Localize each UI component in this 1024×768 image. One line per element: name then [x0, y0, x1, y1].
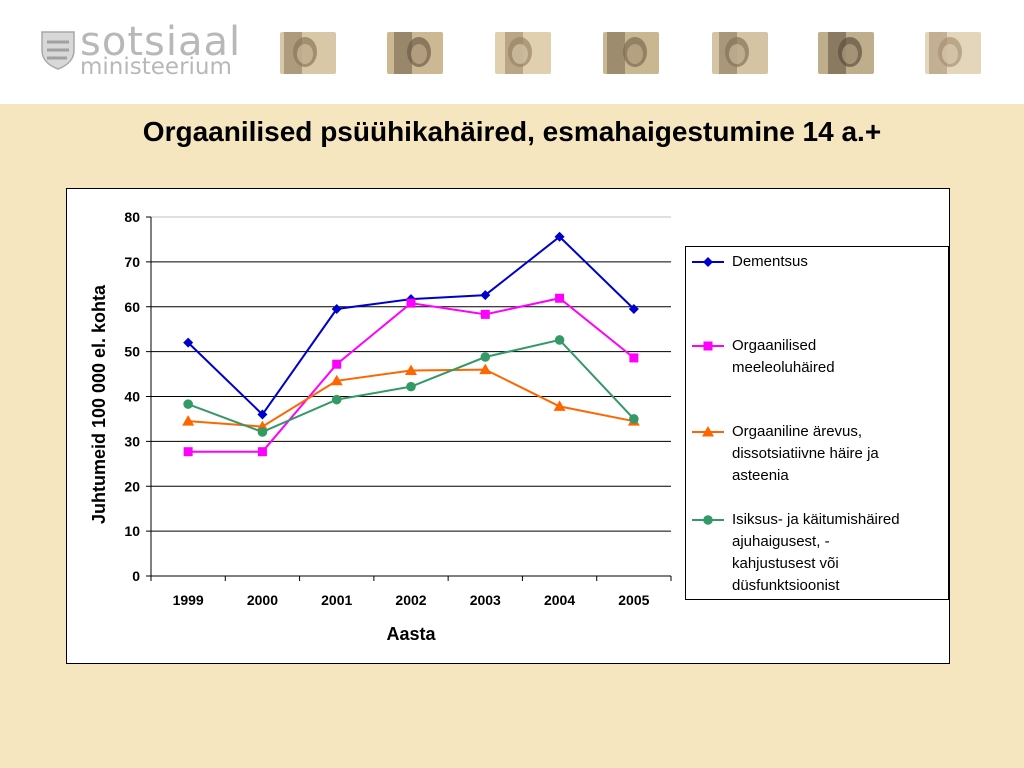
legend-label-line: meeleoluhäired: [732, 359, 835, 376]
logo-word-ministeerium: ministeerium: [80, 54, 232, 80]
x-axis-label: Aasta: [386, 624, 436, 644]
data-point-series-4: [331, 394, 342, 405]
y-tick-label: 80: [124, 209, 140, 225]
data-point-series-2: [406, 298, 416, 308]
data-point-series-4: [629, 414, 639, 424]
y-tick-label: 20: [124, 478, 140, 494]
y-tick-label: 10: [124, 523, 140, 539]
chart-legend: Dementsus Orgaanilised meeleoluhäired Orgaa…: [685, 246, 949, 600]
legend-label-line: Orgaanilised: [732, 337, 817, 354]
data-point-series-3: [405, 364, 417, 375]
data-point-series-2: [629, 353, 639, 363]
data-point-series-4: [480, 352, 491, 362]
legend-label-line: dissotsiatiivne häire ja: [732, 445, 879, 462]
x-tick-label: 2002: [395, 592, 426, 608]
portrait-photo-2: [387, 32, 443, 74]
data-point-series-3: [553, 400, 566, 411]
x-tick-label: 2004: [544, 592, 575, 608]
data-point-series-1: [257, 409, 268, 420]
series-line-3: [188, 368, 635, 428]
legend-label-line: ajuhaigusest, -: [732, 533, 830, 550]
legend-label-line: asteenia: [732, 467, 789, 484]
data-point-series-4: [554, 335, 565, 345]
legend-label: Orgaaniline ärevus, dissotsiatiivne häire…: [732, 421, 950, 487]
portrait-photo-5: [712, 32, 768, 74]
legend-symbol: [692, 426, 724, 437]
y-tick-label: 40: [124, 389, 140, 405]
x-tick-label: 2001: [321, 592, 352, 608]
data-point-series-1: [480, 290, 491, 301]
data-point-series-3: [479, 363, 492, 375]
legend-label: Dementsus: [732, 251, 950, 273]
data-point-series-2: [183, 447, 193, 457]
chart-panel: 0 10 20 30 40 50 60 70 80 1999 2000 2001 2002 2003 200…: [66, 188, 950, 664]
data-point-series-1: [331, 303, 342, 314]
legend-label-line: düsfunktsioonist: [732, 577, 840, 594]
data-point-series-3: [330, 374, 343, 386]
page-title: Orgaanilised psüühikahäired, esmahaigest…: [142, 116, 882, 147]
portrait-photo-6: [818, 32, 874, 74]
legend-label-line: kahjustusest või: [732, 555, 839, 572]
header-banner: sotsiaal ministeerium: [0, 0, 1024, 104]
portrait-photo-4: [603, 32, 659, 74]
data-point-series-4: [406, 381, 416, 392]
y-tick-label: 50: [124, 344, 140, 360]
data-point-series-2: [480, 309, 490, 319]
ministry-logo: sotsiaal ministeerium: [38, 19, 258, 82]
coat-of-arms-icon: [41, 31, 75, 70]
x-tick-label: 2005: [618, 592, 649, 608]
data-point-series-2: [555, 293, 565, 303]
data-point-series-4: [257, 427, 268, 437]
portrait-photo-3: [495, 32, 551, 74]
logo-word-sotsiaal: sotsiaal: [80, 19, 242, 65]
data-point-series-2: [257, 447, 267, 457]
legend-symbol: [692, 341, 724, 351]
legend-label: Orgaanilised meeleoluhäired: [732, 335, 950, 379]
legend-symbol: [692, 515, 724, 525]
x-tick-label: 2000: [247, 592, 278, 608]
y-tick-label: 70: [124, 254, 140, 270]
portrait-photo-1: [280, 32, 336, 74]
data-point-series-1: [628, 303, 639, 314]
data-point-series-1: [183, 337, 194, 348]
y-tick-label: 60: [124, 299, 140, 315]
legend-label-line: Isiksus- ja käitumishäired: [732, 511, 900, 528]
line-chart: 0 10 20 30 40 50 60 70 80 1999 2000 2001 2002 2003 200…: [89, 209, 672, 644]
y-axis-label: Juhtumeid 100 000 el. kohta: [89, 284, 109, 524]
x-tick-label: 2003: [470, 592, 501, 608]
x-tick-label: 1999: [173, 592, 204, 608]
y-tick-label: 30: [124, 433, 140, 449]
portrait-photo-7: [925, 32, 981, 74]
legend-label: Isiksus- ja käitumishäired ajuhaigusest, …: [732, 509, 950, 597]
data-point-series-3: [182, 415, 195, 426]
legend-label-line: Orgaaniline ärevus,: [732, 423, 863, 440]
data-point-series-4: [183, 399, 193, 409]
y-tick-label: 0: [132, 568, 140, 584]
data-point-series-2: [332, 359, 342, 369]
data-point-series-1: [554, 231, 565, 242]
legend-symbol: [692, 257, 724, 267]
legend-label-line: Dementsus: [732, 253, 808, 270]
